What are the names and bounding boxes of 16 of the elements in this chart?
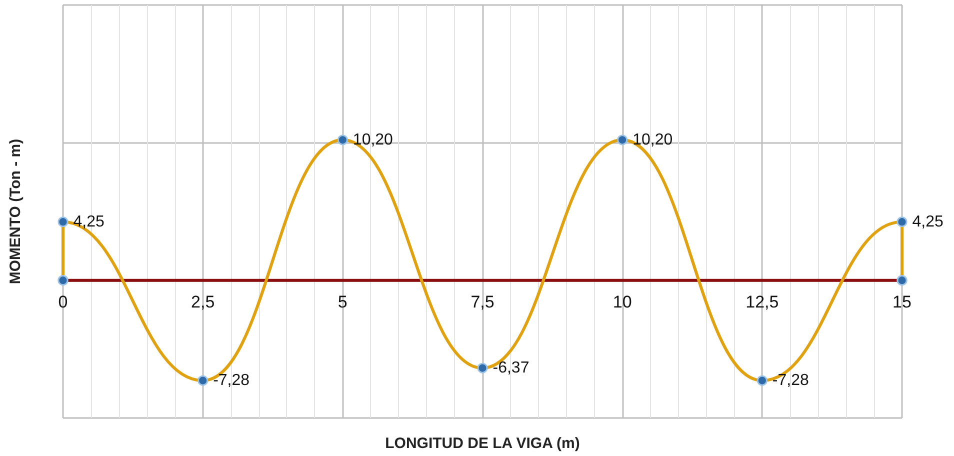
data-label: 10,20 [632, 131, 673, 148]
x-tick-label: 0 [58, 292, 68, 312]
y-axis-title: MOMENTO (Ton - m) [7, 138, 24, 284]
x-tick-label: 5 [338, 292, 348, 312]
x-tick-label: 2,5 [191, 292, 215, 312]
x-tick-label: 10 [612, 292, 632, 312]
data-label: 4,25 [912, 213, 944, 230]
x-tick-label: 15 [892, 292, 912, 312]
data-label: -6,37 [492, 360, 530, 377]
x-tick-label: 12,5 [746, 292, 779, 312]
data-label: -7,28 [772, 372, 809, 390]
x-axis-title: LONGITUD DE LA VIGA (m) [385, 435, 580, 452]
data-label: 4,25 [73, 213, 104, 230]
data-label: -7,28 [213, 372, 250, 390]
data-label: 10,20 [352, 131, 394, 148]
x-tick-label: 7,5 [470, 292, 494, 312]
